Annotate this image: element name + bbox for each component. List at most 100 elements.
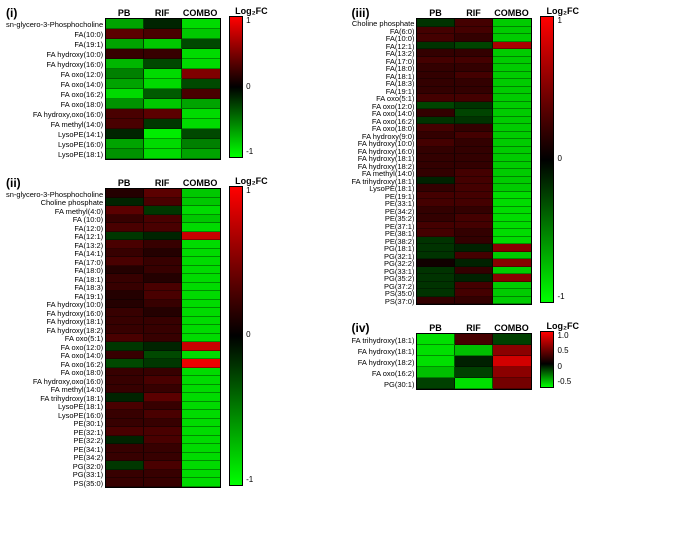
heatmap-cell <box>455 64 493 72</box>
heatmap-row <box>106 19 220 29</box>
colorbar-tick: 0 <box>557 154 564 163</box>
heatmap-cell <box>455 79 493 87</box>
heatmap-cell <box>106 427 144 436</box>
heatmap-cell <box>106 444 144 453</box>
heatmap-row <box>417 334 531 345</box>
column-header: COMBO <box>181 178 219 188</box>
heatmap-cell <box>182 393 220 402</box>
heatmap-row <box>106 99 220 109</box>
heatmap-cell <box>144 198 182 207</box>
heatmap-cell <box>493 19 531 27</box>
heatmap-cell <box>144 436 182 445</box>
heatmap-cell <box>144 79 182 89</box>
row-labels: sn-glycero-3-PhosphocholineCholine phosp… <box>6 190 105 488</box>
heatmap-row <box>417 169 531 177</box>
row-label: FA(18:3) <box>74 284 103 293</box>
heatmap-cell <box>493 252 531 260</box>
heatmap-row <box>106 461 220 470</box>
heatmap-row <box>106 402 220 411</box>
heatmap-row <box>417 154 531 162</box>
heatmap-cell <box>106 232 144 241</box>
heatmap-cell <box>417 274 455 282</box>
heatmap-cell <box>455 34 493 42</box>
heatmap-cell <box>417 378 455 389</box>
heatmap-cell <box>493 259 531 267</box>
colorbar-title: Log₂FC <box>546 321 579 331</box>
heatmap-cell <box>417 72 455 80</box>
heatmap-row <box>106 266 220 275</box>
heatmap-cell <box>106 368 144 377</box>
heatmap-row <box>106 368 220 377</box>
heatmap-row <box>106 39 220 49</box>
heatmap-cell <box>455 162 493 170</box>
heatmap-cell <box>182 470 220 479</box>
colorbar-tick: 0 <box>246 82 253 91</box>
heatmap-cell <box>182 206 220 215</box>
heatmap-row <box>417 19 531 27</box>
heatmap-cell <box>106 274 144 283</box>
heatmap-cell <box>493 57 531 65</box>
heatmap-panel-i: (i)sn-glycero-3-PhosphocholineFA(10:0)FA… <box>6 6 334 160</box>
heatmap-cell <box>493 64 531 72</box>
heatmap-row <box>106 444 220 453</box>
heatmap-cell <box>106 109 144 119</box>
colorbar-tick: -1 <box>246 147 253 156</box>
heatmap-cell <box>493 244 531 252</box>
heatmap-cell <box>182 99 220 109</box>
colorbar-gradient <box>229 186 243 486</box>
heatmap-cell <box>182 249 220 258</box>
heatmap-cell <box>417 252 455 260</box>
left-column: (i)sn-glycero-3-PhosphocholineFA(10:0)FA… <box>6 6 334 504</box>
row-labels: sn-glycero-3-PhosphocholineFA(10:0)FA(19… <box>6 20 105 160</box>
heatmap-row <box>417 132 531 140</box>
heatmap-cell <box>493 94 531 102</box>
heatmap-cell <box>182 139 220 149</box>
heatmap-cell <box>144 393 182 402</box>
heatmap-row <box>417 222 531 230</box>
colorbar-column: Log₂FC1 0 -1 <box>229 8 268 158</box>
heatmap-cell <box>493 199 531 207</box>
colorbar-title: Log₂FC <box>235 6 268 16</box>
colorbar-tick: 1 <box>246 16 253 25</box>
heatmap-cell <box>417 356 455 367</box>
heatmap-row <box>417 199 531 207</box>
row-label: LysoPE(14:1) <box>58 130 103 140</box>
heatmap-cell <box>455 57 493 65</box>
heatmap-cell <box>106 29 144 39</box>
heatmap-cell <box>144 257 182 266</box>
row-label: sn-glycero-3-Phosphocholine <box>6 20 103 30</box>
heatmap-cell <box>493 334 531 345</box>
row-label: FA oxo(18:0) <box>61 369 104 378</box>
heatmap-cell <box>106 39 144 49</box>
heatmap-row <box>106 129 220 139</box>
row-label: FA hydroxy(10:0) <box>46 301 103 310</box>
panel-body: FA trihydroxy(18:1)FA hydroxy(18:1)FA hy… <box>352 323 680 390</box>
heatmap-row <box>417 274 531 282</box>
heatmap-row <box>106 342 220 351</box>
heatmap-cell <box>106 198 144 207</box>
heatmap-cell <box>106 206 144 215</box>
heatmap-cell <box>493 267 531 275</box>
heatmap-cell <box>144 453 182 462</box>
heatmap-cell <box>106 478 144 487</box>
heatmap-cell <box>493 192 531 200</box>
heatmap-cell <box>417 49 455 57</box>
heatmap-cell <box>144 410 182 419</box>
heatmap-cell <box>144 39 182 49</box>
heatmap-cell <box>144 109 182 119</box>
grid-wrap: PBRIFCOMBO <box>105 8 221 160</box>
heatmap-row <box>106 393 220 402</box>
heatmap-cell <box>144 317 182 326</box>
heatmap-cell <box>182 223 220 232</box>
panel-body: Choline phosphateFA(6:0)FA(10:0)FA(12:1)… <box>352 8 680 305</box>
heatmap-row <box>106 385 220 394</box>
heatmap-row <box>106 232 220 241</box>
heatmap-cell <box>144 376 182 385</box>
heatmap-row <box>106 427 220 436</box>
heatmap-row <box>106 419 220 428</box>
heatmap-cell <box>106 325 144 334</box>
heatmap-cell <box>417 34 455 42</box>
heatmap-cell <box>493 34 531 42</box>
row-labels: Choline phosphateFA(6:0)FA(10:0)FA(12:1)… <box>352 20 417 305</box>
heatmap-cell <box>455 124 493 132</box>
